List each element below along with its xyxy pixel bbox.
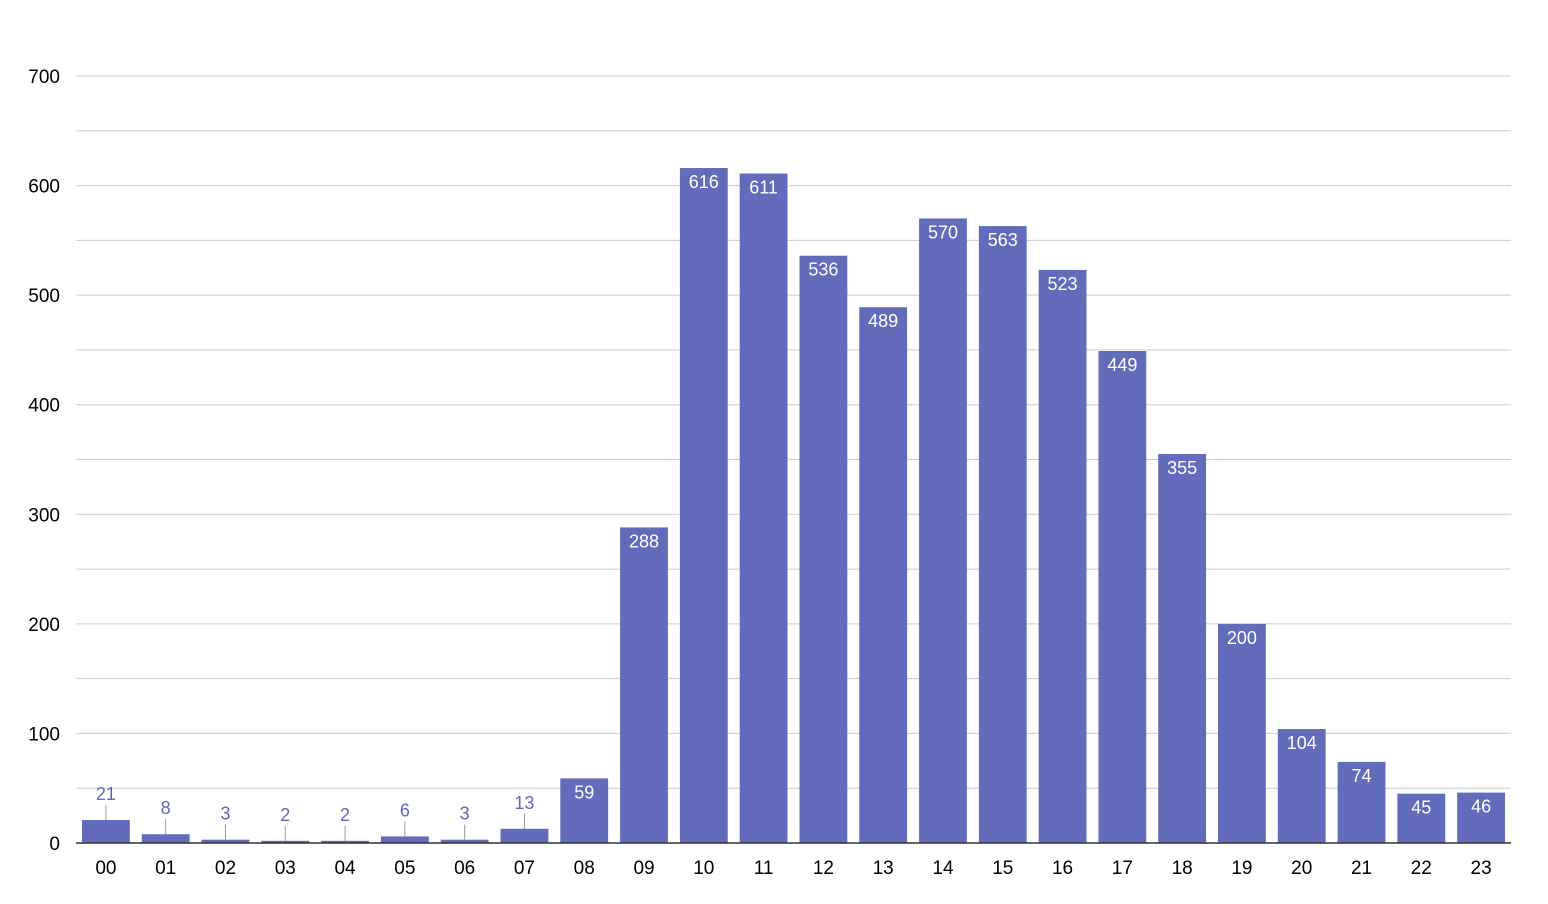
data-label: 536 — [808, 260, 838, 280]
data-label: 3 — [220, 804, 230, 824]
x-tick-label: 17 — [1112, 858, 1133, 879]
bar — [620, 527, 668, 843]
x-tick-label: 16 — [1052, 858, 1073, 879]
x-tick-label: 13 — [873, 858, 894, 879]
x-tick-label: 06 — [454, 858, 475, 879]
data-label: 59 — [574, 782, 594, 802]
bar — [81, 819, 130, 843]
x-tick-label: 21 — [1351, 858, 1372, 879]
grid-lines — [76, 75, 1511, 789]
y-tick-label: 0 — [49, 834, 60, 855]
bar — [1158, 454, 1207, 843]
bar — [440, 839, 489, 843]
y-tick-label: 300 — [28, 505, 60, 526]
data-labels: 21 8 3 2 2 6 3 13 59 288 616 611 536 489 570 563 523 449 3… — [96, 172, 1491, 841]
data-label: 2 — [340, 805, 350, 825]
x-tick-label: 01 — [155, 858, 176, 879]
data-label: 45 — [1411, 798, 1431, 818]
x-tick-label: 03 — [275, 858, 296, 879]
x-tick-label: 19 — [1231, 858, 1252, 879]
bar — [679, 168, 728, 844]
x-tick-label: 09 — [633, 858, 654, 879]
data-label: 355 — [1167, 458, 1197, 478]
y-tick-label: 200 — [28, 615, 60, 636]
data-label: 288 — [629, 531, 659, 551]
bar — [1337, 761, 1386, 843]
data-label: 6 — [400, 800, 410, 820]
bar — [919, 218, 967, 843]
bar — [978, 226, 1027, 843]
bar — [739, 173, 788, 844]
x-tick-label: 14 — [932, 858, 954, 879]
x-tick-label: 11 — [754, 858, 774, 879]
data-label: 46 — [1471, 797, 1491, 817]
data-label: 489 — [868, 311, 898, 331]
x-tick-label: 05 — [394, 858, 415, 879]
data-label: 449 — [1107, 355, 1137, 375]
x-tick-label: 02 — [215, 858, 236, 879]
bars — [81, 168, 1506, 844]
bar — [859, 307, 908, 844]
bar — [799, 255, 848, 843]
data-label: 2 — [280, 805, 290, 825]
bar — [1218, 623, 1266, 843]
data-label: 200 — [1227, 628, 1257, 648]
bar — [560, 778, 609, 843]
data-label: 3 — [460, 804, 470, 824]
y-tick-label: 700 — [28, 67, 60, 88]
bar — [321, 840, 369, 843]
x-tick-label: 07 — [514, 858, 535, 879]
bar — [1397, 793, 1446, 843]
data-label: 523 — [1048, 274, 1078, 294]
y-tick-label: 400 — [28, 396, 60, 417]
bar — [380, 836, 429, 843]
x-tick-label: 10 — [693, 858, 714, 879]
data-label: 611 — [749, 178, 778, 198]
x-tick-label: 18 — [1172, 858, 1193, 879]
bar — [141, 834, 190, 843]
data-label: 616 — [689, 172, 719, 192]
x-tick-label: 20 — [1291, 858, 1312, 879]
bar — [261, 840, 310, 843]
bar — [1277, 729, 1326, 843]
x-tick-label: 23 — [1471, 858, 1492, 879]
bar — [1038, 269, 1087, 844]
y-tick-label: 500 — [28, 286, 60, 307]
data-label: 74 — [1352, 766, 1372, 786]
x-tick-label: 00 — [95, 858, 116, 879]
x-tick-label: 15 — [992, 858, 1013, 879]
x-tick-label: 08 — [574, 858, 595, 879]
data-label: 21 — [96, 784, 116, 804]
bar — [1457, 792, 1506, 843]
y-tick-label: 600 — [28, 177, 60, 198]
bar — [1098, 351, 1147, 843]
x-axis-ticks: 00 01 02 03 04 05 06 07 08 09 10 11 12 13 14 15 16 17 18 19… — [95, 858, 1491, 879]
data-label: 570 — [928, 222, 958, 242]
data-label: 13 — [514, 793, 534, 813]
y-tick-label: 100 — [28, 724, 60, 745]
data-label: 104 — [1287, 733, 1317, 753]
x-tick-label: 22 — [1411, 858, 1432, 879]
data-label: 8 — [161, 798, 171, 818]
data-label: 563 — [988, 230, 1018, 250]
x-tick-label: 12 — [813, 858, 834, 879]
bar — [500, 828, 549, 843]
y-axis-ticks: 0 100 200 300 400 500 600 700 — [28, 67, 60, 855]
bar — [201, 839, 250, 843]
x-tick-label: 04 — [334, 858, 356, 879]
